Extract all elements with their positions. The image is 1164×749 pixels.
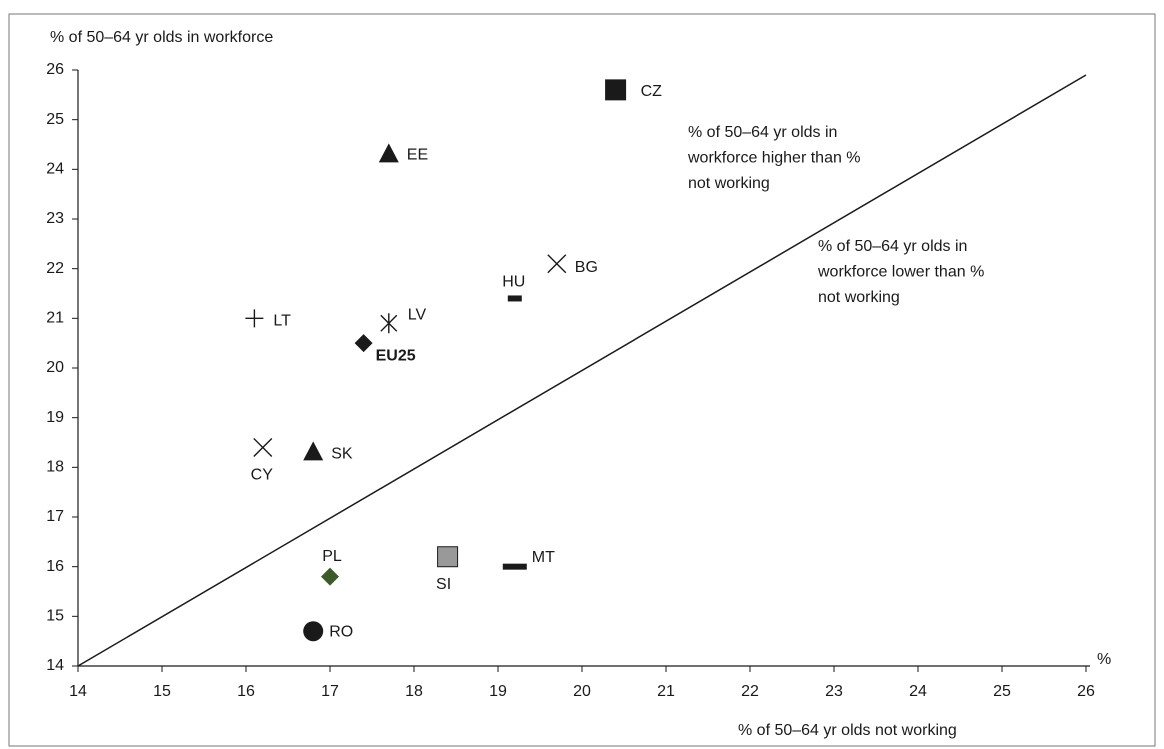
- y-tick-label: 14: [46, 657, 64, 674]
- marker: [502, 563, 527, 570]
- point-label: CZ: [641, 83, 663, 100]
- point-label: LV: [408, 307, 427, 324]
- annotation: not working: [818, 289, 900, 306]
- y-tick-label: 21: [46, 310, 64, 327]
- x-tick-label: 19: [489, 683, 507, 700]
- reference-line: [77, 74, 1087, 667]
- point-label: EU25: [376, 347, 416, 364]
- y-tick-label: 23: [46, 210, 64, 227]
- y-tick-label: 15: [46, 608, 64, 625]
- marker: [380, 313, 398, 334]
- x-tick-label: 23: [825, 683, 843, 700]
- point-label: SI: [436, 576, 451, 593]
- x-tick-label: 18: [405, 683, 423, 700]
- x-tick-label: 17: [321, 683, 339, 700]
- marker: [605, 79, 627, 101]
- marker: [253, 437, 273, 457]
- marker: [245, 309, 264, 328]
- point-label: RO: [329, 623, 353, 640]
- point-label: EE: [407, 147, 428, 164]
- point-label: LT: [273, 313, 291, 330]
- y-tick-label: 19: [46, 409, 64, 426]
- x-axis-unit: %: [1097, 651, 1111, 668]
- point-label: BG: [575, 259, 598, 276]
- marker: [303, 621, 324, 642]
- x-tick-label: 26: [1077, 683, 1095, 700]
- y-axis-label: % of 50–64 yr olds in workforce: [50, 29, 273, 46]
- y-tick-label: 17: [46, 508, 64, 525]
- x-tick-label: 15: [153, 683, 171, 700]
- annotation: not working: [688, 175, 770, 192]
- annotation: workforce higher than %: [687, 150, 861, 167]
- marker: [303, 441, 324, 461]
- y-tick-label: 16: [46, 558, 64, 575]
- point-label: SK: [331, 446, 353, 463]
- marker: [507, 295, 522, 302]
- x-tick-label: 24: [909, 683, 927, 700]
- x-tick-label: 21: [657, 683, 675, 700]
- point-label: CY: [251, 467, 274, 484]
- y-tick-label: 22: [46, 260, 64, 277]
- y-tick-label: 20: [46, 359, 64, 376]
- marker: [547, 254, 567, 274]
- annotation: workforce lower than %: [817, 264, 984, 281]
- y-tick-label: 26: [46, 61, 64, 78]
- annotation: % of 50–64 yr olds in: [688, 124, 837, 141]
- marker: [378, 143, 399, 163]
- point-label: PL: [322, 548, 342, 565]
- chart-border: [8, 13, 1156, 747]
- x-tick-label: 20: [573, 683, 591, 700]
- x-axis-label: % of 50–64 yr olds not working: [738, 722, 957, 739]
- marker: [321, 567, 339, 586]
- x-tick-label: 14: [69, 683, 87, 700]
- x-tick-label: 22: [741, 683, 759, 700]
- point-label: HU: [502, 274, 525, 291]
- y-tick-label: 25: [46, 111, 64, 128]
- marker: [437, 546, 459, 568]
- annotation: % of 50–64 yr olds in: [818, 238, 967, 255]
- point-label: MT: [532, 549, 555, 566]
- x-tick-label: 25: [993, 683, 1011, 700]
- y-tick-label: 24: [46, 161, 64, 178]
- y-tick-label: 18: [46, 459, 64, 476]
- marker: [354, 334, 373, 353]
- x-tick-label: 16: [237, 683, 255, 700]
